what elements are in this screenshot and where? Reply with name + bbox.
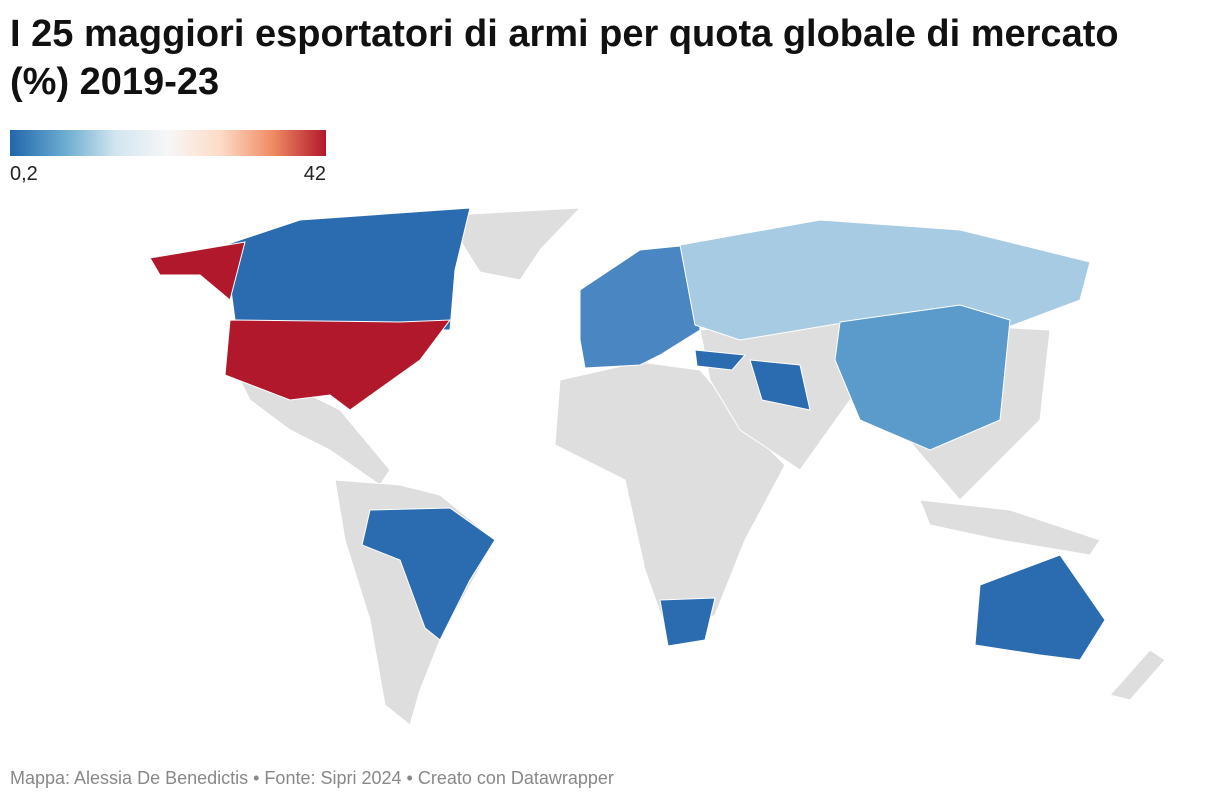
iran	[749, 359, 811, 411]
new-zealand	[1109, 649, 1166, 701]
title: I 25 maggiori esportatori di armi per qu…	[10, 13, 1119, 103]
europe	[579, 244, 701, 369]
turkey	[694, 349, 747, 371]
legend-min: 0,2	[10, 163, 38, 185]
indonesia	[919, 499, 1101, 556]
footer: Mappa: Alessia De Benedictis • Fonte: Si…	[10, 768, 614, 788]
legend-bar	[10, 130, 326, 156]
australia	[974, 554, 1106, 661]
countries	[149, 207, 1166, 726]
usa	[224, 319, 452, 411]
south-africa	[659, 597, 716, 647]
greenland	[449, 207, 582, 281]
russia	[679, 219, 1091, 341]
brazil	[361, 507, 496, 641]
china	[834, 304, 1011, 451]
alaska	[149, 241, 246, 301]
africa	[554, 361, 786, 641]
legend-max: 42	[304, 163, 326, 185]
canada	[224, 207, 471, 331]
